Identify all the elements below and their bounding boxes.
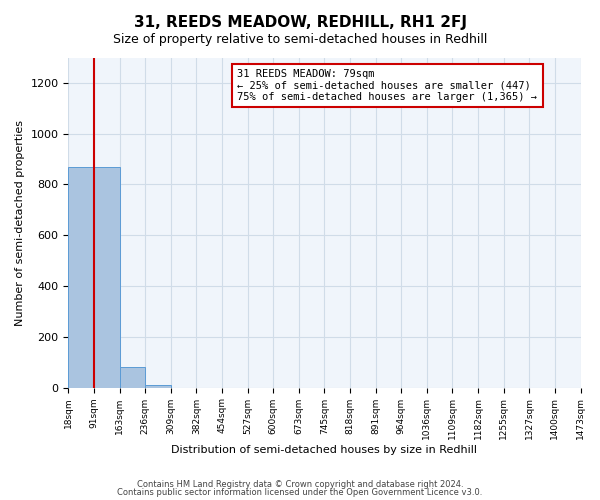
Bar (94, 167, 119, 388)
Text: Contains public sector information licensed under the Open Government Licence v3: Contains public sector information licen… (118, 488, 482, 497)
Text: 31, REEDS MEADOW, REDHILL, RH1 2FJ: 31, REEDS MEADOW, REDHILL, RH1 2FJ (133, 15, 467, 30)
Text: Size of property relative to semi-detached houses in Redhill: Size of property relative to semi-detach… (113, 32, 487, 46)
Text: Contains HM Land Registry data © Crown copyright and database right 2024.: Contains HM Land Registry data © Crown c… (137, 480, 463, 489)
Bar (119, 368, 145, 388)
X-axis label: Distribution of semi-detached houses by size in Redhill: Distribution of semi-detached houses by … (172, 445, 478, 455)
Bar (68, 167, 94, 388)
Bar (145, 385, 171, 388)
Text: 31 REEDS MEADOW: 79sqm
← 25% of semi-detached houses are smaller (447)
75% of se: 31 REEDS MEADOW: 79sqm ← 25% of semi-det… (238, 69, 538, 102)
Y-axis label: Number of semi-detached properties: Number of semi-detached properties (15, 120, 25, 326)
